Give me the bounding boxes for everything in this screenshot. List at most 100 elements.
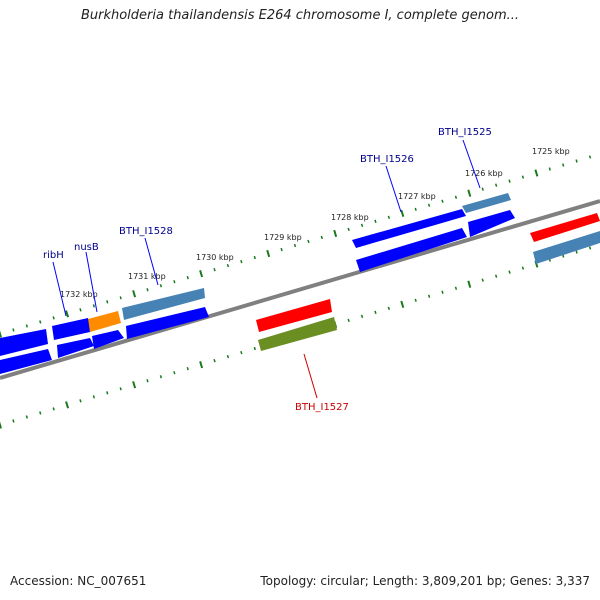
gene-ribH[interactable] <box>52 318 90 340</box>
minor-tick <box>92 304 96 308</box>
minor-tick <box>588 246 592 250</box>
minor-tick <box>588 155 592 159</box>
minor-tick <box>92 395 96 399</box>
minor-tick <box>374 310 377 315</box>
label-line-1528 <box>144 237 159 286</box>
gene-label-BTH_I1527[interactable]: BTH_I1527 <box>295 402 349 413</box>
minor-tick <box>52 407 55 411</box>
label-line-nusB <box>85 251 98 313</box>
minor-tick <box>575 159 578 163</box>
minor-tick <box>173 280 176 284</box>
label-line-1526 <box>385 165 402 213</box>
gene-label-nusB[interactable]: nusB <box>74 242 99 253</box>
minor-tick <box>25 324 29 328</box>
minor-tick <box>374 219 377 224</box>
scale-label-1730: 1730 kbp <box>196 253 234 262</box>
gene-left-edge-outer[interactable] <box>0 329 48 356</box>
scale-label-1729: 1729 kbp <box>264 233 302 242</box>
gene-inner-1525[interactable] <box>468 210 515 237</box>
minor-tick <box>481 187 484 191</box>
minor-tick <box>146 288 149 292</box>
gene-label-BTH_I1525[interactable]: BTH_I1525 <box>438 127 492 138</box>
gene-left-edge-inner[interactable] <box>0 349 52 374</box>
backbone-line <box>0 199 600 380</box>
minor-tick <box>320 235 324 240</box>
minor-tick <box>226 354 230 359</box>
minor-tick <box>414 298 417 302</box>
gene-nusB[interactable] <box>88 311 121 332</box>
major-tick <box>467 280 472 288</box>
minor-tick <box>347 227 350 232</box>
minor-tick <box>52 316 55 320</box>
minor-tick <box>508 270 511 274</box>
minor-tick <box>562 163 565 167</box>
minor-tick <box>226 263 230 268</box>
gene-inner-ribH[interactable] <box>57 338 94 358</box>
major-tick <box>0 421 2 429</box>
minor-tick <box>347 318 350 323</box>
minor-tick <box>186 366 189 371</box>
minor-tick <box>240 259 243 264</box>
gene-label-BTH_I1528[interactable]: BTH_I1528 <box>119 226 173 237</box>
minor-tick <box>213 358 216 363</box>
minor-tick <box>240 350 243 355</box>
minor-tick <box>39 411 42 415</box>
minor-tick <box>494 183 498 187</box>
major-tick <box>199 270 204 278</box>
label-line-ribH <box>52 261 67 317</box>
gene-inner-nusB[interactable] <box>92 330 124 349</box>
scale-label-1728: 1728 kbp <box>331 213 369 222</box>
outer-tick-row <box>0 155 592 338</box>
minor-tick <box>159 375 163 379</box>
minor-tick <box>12 419 15 423</box>
minor-tick <box>213 267 216 272</box>
minor-tick <box>441 290 444 294</box>
minor-tick <box>146 379 149 383</box>
minor-tick <box>186 275 189 280</box>
minor-tick <box>119 296 122 300</box>
minor-tick <box>521 175 525 179</box>
major-tick <box>132 290 137 298</box>
scale-label-1726: 1726 kbp <box>465 169 503 178</box>
topology-summary: Topology: circular; Length: 3,809,201 bp… <box>260 574 590 588</box>
gene-BTH_I1526[interactable] <box>352 209 466 248</box>
minor-tick <box>548 167 551 171</box>
minor-tick <box>293 243 297 248</box>
minor-tick <box>414 207 417 211</box>
gene-label-BTH_I1526[interactable]: BTH_I1526 <box>360 154 414 165</box>
minor-tick <box>441 199 444 203</box>
minor-tick <box>508 179 511 183</box>
label-line-1527 <box>303 353 318 399</box>
minor-tick <box>106 300 109 304</box>
minor-tick <box>521 266 525 270</box>
gene-BTH_I1528[interactable] <box>122 288 205 320</box>
major-tick <box>65 401 70 409</box>
minor-tick <box>427 203 431 207</box>
minor-tick <box>360 314 364 319</box>
map-title: Burkholderia thailandensis E264 chromoso… <box>80 8 520 23</box>
gene-BTH_I1527[interactable] <box>258 317 337 351</box>
gene-inner-1526[interactable] <box>356 228 467 272</box>
minor-tick <box>12 328 15 332</box>
gene-inner-1528[interactable] <box>126 307 209 339</box>
minor-tick <box>106 391 109 395</box>
gene-red-reverse[interactable] <box>256 299 332 332</box>
minor-tick <box>253 255 256 260</box>
gene-right-edge-steel[interactable] <box>533 231 600 264</box>
minor-tick <box>79 308 82 312</box>
gene-right-edge-red[interactable] <box>530 213 600 242</box>
major-tick <box>65 310 70 318</box>
gene-BTH_I1525[interactable] <box>462 193 511 213</box>
minor-tick <box>253 346 256 351</box>
minor-tick <box>280 247 283 252</box>
major-tick <box>0 330 2 338</box>
major-tick <box>132 381 137 389</box>
minor-tick <box>387 215 391 220</box>
minor-tick <box>159 284 163 288</box>
major-tick <box>534 169 539 177</box>
gene-label-ribH[interactable]: ribH <box>43 250 64 261</box>
minor-tick <box>575 250 578 254</box>
scale-label-1727: 1727 kbp <box>398 192 436 201</box>
major-tick <box>333 229 338 238</box>
